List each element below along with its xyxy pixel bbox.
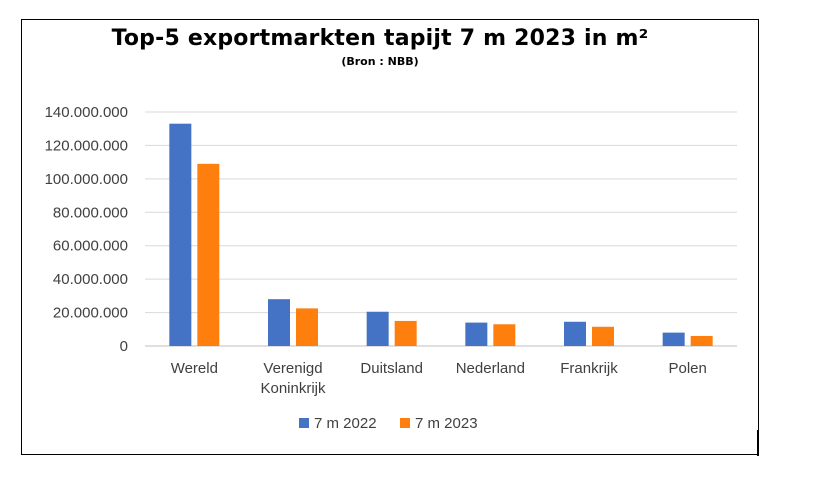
y-tick-label: 80.000.000 (53, 204, 128, 221)
bar-2023 (394, 320, 417, 346)
category-label: Verenigd Koninkrijk (260, 360, 326, 397)
legend-label: 7 m 2023 (415, 415, 478, 432)
y-tick-label: 140.000.000 (45, 104, 128, 121)
bar-2023 (296, 308, 318, 346)
chart-title: Top-5 exportmarkten tapijt 7 m 2023 in m… (111, 26, 649, 51)
bar-2022 (662, 332, 685, 346)
legend-label: 7 m 2022 (314, 415, 377, 432)
legend-swatch (400, 418, 410, 428)
category-label: Frankrijk (560, 360, 618, 377)
legend-swatch (299, 418, 309, 428)
category-label: Polen (668, 360, 706, 377)
category-label: Duitsland (360, 360, 423, 377)
y-tick-label: 100.000.000 (45, 171, 128, 188)
bar-2022 (465, 322, 488, 346)
bar-2022 (268, 299, 290, 346)
y-tick-label: 120.000.000 (45, 137, 128, 154)
category-label: Wereld (171, 360, 218, 377)
bar-2023 (493, 324, 516, 346)
chart-subtitle: (Bron : NBB) (341, 55, 419, 68)
bar-2023 (690, 335, 713, 346)
bar-2022 (366, 311, 389, 346)
y-tick-label: 40.000.000 (53, 271, 128, 288)
bar-2022 (169, 123, 192, 346)
frame-edge-mark (757, 430, 759, 456)
bar-2022 (564, 321, 586, 346)
category-labels: Wereld Verenigd Koninkrijk Duitsland Nederla… (171, 360, 707, 397)
bar-2023 (197, 163, 220, 346)
bar-2023 (592, 326, 614, 346)
gridlines (145, 111, 737, 347)
y-tick-label: 0 (120, 338, 128, 355)
category-label: Nederland (456, 360, 525, 377)
y-axis-tick-labels: 0 20.000.000 40.000.000 60.000.000 80.000.00… (45, 104, 128, 355)
y-tick-label: 60.000.000 (53, 238, 128, 255)
chart-frame (21, 19, 759, 455)
y-tick-label: 20.000.000 (53, 305, 128, 322)
legend: 7 m 2022 7 m 2023 (299, 415, 478, 432)
bars (169, 123, 713, 346)
